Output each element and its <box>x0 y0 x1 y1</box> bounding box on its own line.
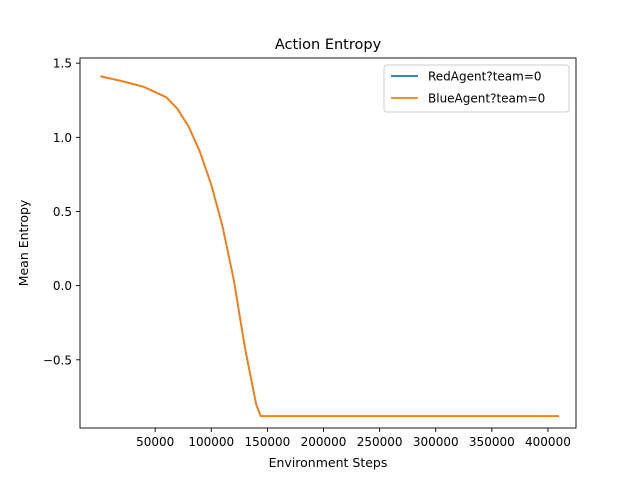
x-tick-label: 250000 <box>357 435 403 449</box>
legend: RedAgent?team=0 BlueAgent?team=0 <box>383 64 570 113</box>
y-tick-label: 1.5 <box>53 57 72 71</box>
x-tick-label: 300000 <box>413 435 459 449</box>
chart-title: Action Entropy <box>275 37 382 53</box>
y-tick-label: 0.5 <box>53 205 72 219</box>
x-tick-label: 400000 <box>525 435 571 449</box>
x-axis-ticks: 50000 100000 150000 200000 250000 300000 35000… <box>136 428 571 449</box>
plot-frame <box>79 57 577 429</box>
legend-label-blue-agent: BlueAgent?team=0 <box>428 92 545 106</box>
y-axis-ticks: −0.5 0.0 0.5 1.0 1.5 <box>43 57 80 367</box>
legend-label-red-agent: RedAgent?team=0 <box>428 70 542 84</box>
x-tick-label: 350000 <box>469 435 515 449</box>
x-tick-label: 50000 <box>136 435 174 449</box>
x-axis-label: Environment Steps <box>269 455 388 470</box>
x-tick-label: 150000 <box>244 435 290 449</box>
legend-box <box>383 64 570 113</box>
series-line-red-agent <box>100 75 559 418</box>
y-tick-label: −0.5 <box>43 353 72 367</box>
y-tick-label: 1.0 <box>53 131 72 145</box>
y-tick-label: 0.0 <box>53 279 72 293</box>
x-tick-label: 100000 <box>188 435 234 449</box>
series-line-blue-agent <box>100 75 559 418</box>
x-tick-label: 200000 <box>301 435 347 449</box>
y-axis-label: Mean Entropy <box>16 199 31 286</box>
series-lines <box>100 75 559 418</box>
